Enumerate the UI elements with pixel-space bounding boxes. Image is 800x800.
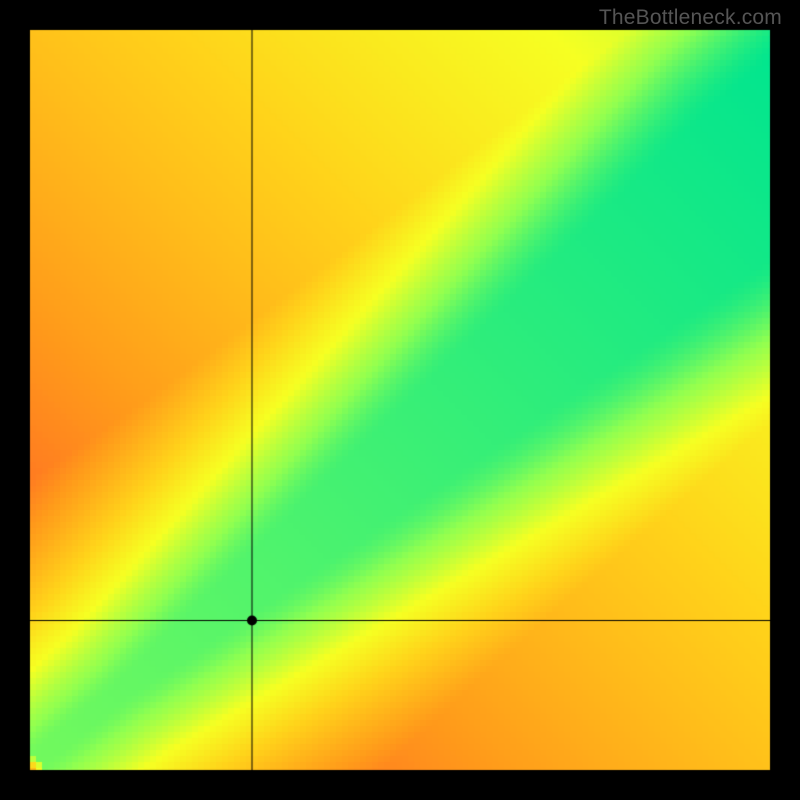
heatmap-canvas: [0, 0, 800, 800]
chart-container: TheBottleneck.com: [0, 0, 800, 800]
watermark-text: TheBottleneck.com: [599, 6, 782, 30]
